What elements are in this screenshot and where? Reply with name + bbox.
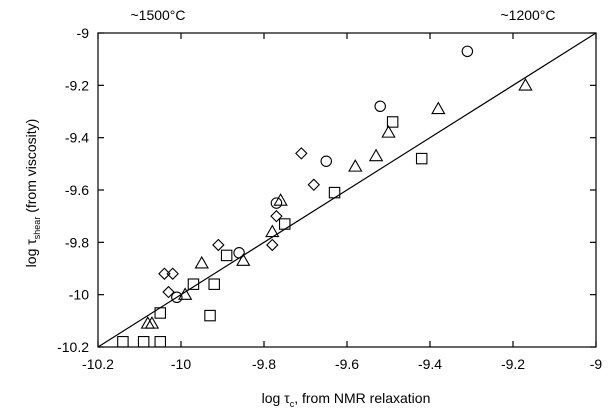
x-tick-label: -10	[171, 356, 191, 372]
diamond-point	[266, 238, 279, 252]
y-axis-ticks: -10.2 -10 -9.8 -9.6 -9.4 -9.2 -9	[57, 25, 596, 355]
diamond-point	[212, 238, 225, 252]
x-tick-label: -9.2	[501, 356, 525, 372]
x-tick-label: -10.2	[82, 356, 114, 372]
plot-frame	[97, 32, 597, 348]
triangle-point	[368, 148, 384, 162]
triangle-point	[144, 316, 160, 329]
square-point	[220, 249, 233, 262]
square-point	[386, 116, 399, 128]
triangle-point	[348, 159, 363, 172]
y-tick-label: -10.2	[57, 339, 89, 355]
diamond-point	[307, 178, 321, 192]
triangle-point	[431, 101, 446, 115]
y-tick-label: -9.8	[65, 234, 89, 250]
annotation-right: ~1200°C	[500, 7, 555, 23]
triangle-point	[236, 253, 251, 266]
x-tick-label: -9.6	[335, 356, 359, 372]
y-tick-label: -9.4	[65, 130, 89, 146]
square-point	[204, 309, 216, 322]
diamond-point	[158, 267, 171, 280]
y-axis-title: log τshear (from viscosity)	[23, 119, 42, 268]
x-tick-label: -9	[590, 356, 603, 372]
y-tick-label: -9.2	[65, 77, 89, 93]
diamond-point	[166, 267, 179, 280]
square-point	[154, 307, 167, 319]
x-tick-label: -9.8	[252, 356, 276, 372]
y-tick-label: -9.6	[65, 182, 89, 198]
diamond-point	[295, 147, 308, 160]
x-axis-ticks: -10.2 -10 -9.8 -9.6 -9.4 -9.2 -9	[82, 33, 602, 372]
square-point	[117, 336, 129, 348]
square-point	[208, 278, 220, 290]
triangle-point	[265, 224, 280, 238]
square-point	[154, 336, 167, 348]
triangle-point	[177, 287, 193, 300]
triangle-point	[381, 125, 396, 138]
data-points	[117, 45, 533, 348]
circle-point	[233, 247, 245, 259]
square-point	[137, 336, 150, 348]
y-tick-label: -10	[69, 287, 89, 303]
x-axis-title: log τc, from NMR relaxation	[262, 390, 431, 409]
square-point	[328, 186, 341, 199]
circle-point	[171, 291, 183, 304]
diamond-point	[270, 209, 283, 223]
triangle-point	[518, 77, 533, 91]
x-tick-label: -9.4	[418, 356, 442, 372]
circle-point	[270, 197, 283, 209]
annotation-left: ~1500°C	[130, 7, 185, 23]
square-point	[415, 152, 428, 165]
circle-point	[461, 45, 474, 58]
triangle-point	[194, 255, 209, 269]
y-tick-label: -9	[77, 25, 90, 41]
triangle-point	[273, 193, 288, 206]
square-point	[278, 218, 291, 230]
diamond-point	[162, 285, 175, 299]
square-point	[187, 278, 200, 290]
circle-point	[320, 155, 332, 167]
circle-point	[374, 100, 386, 113]
